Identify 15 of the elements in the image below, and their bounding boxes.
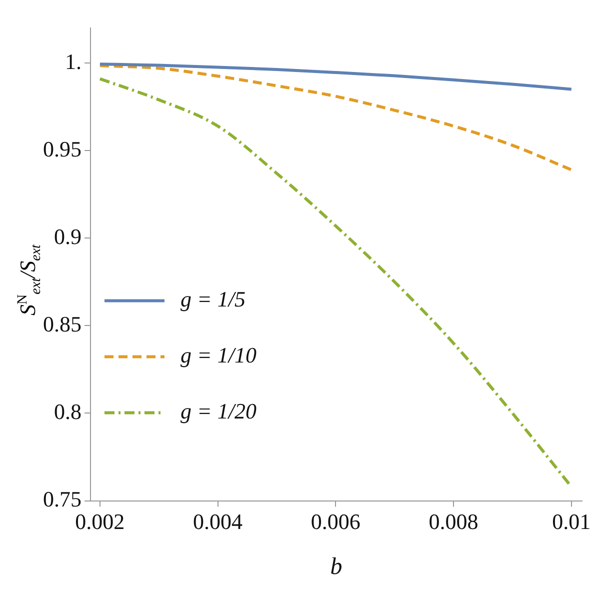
line-series bbox=[98, 64, 573, 172]
y-tick-label: 0.95 bbox=[43, 136, 82, 162]
y-tick-label: 1. bbox=[65, 48, 82, 74]
x-tick-label: 0.01 bbox=[552, 508, 591, 534]
x-tick-label: 0.004 bbox=[193, 508, 243, 534]
y-tick-label: 0.85 bbox=[43, 311, 82, 336]
legend-label: g = 1/20 bbox=[180, 398, 256, 424]
y-tick-label: 0.9 bbox=[54, 224, 82, 249]
legend-label: g = 1/10 bbox=[180, 342, 256, 368]
y-tick-label: 0.8 bbox=[54, 399, 82, 424]
x-tick-label: 0.008 bbox=[428, 508, 478, 534]
line-series bbox=[98, 62, 573, 91]
x-tick-label: 0.006 bbox=[310, 508, 360, 534]
x-axis-title: b bbox=[330, 554, 342, 580]
legend-label: g = 1/5 bbox=[180, 286, 246, 312]
